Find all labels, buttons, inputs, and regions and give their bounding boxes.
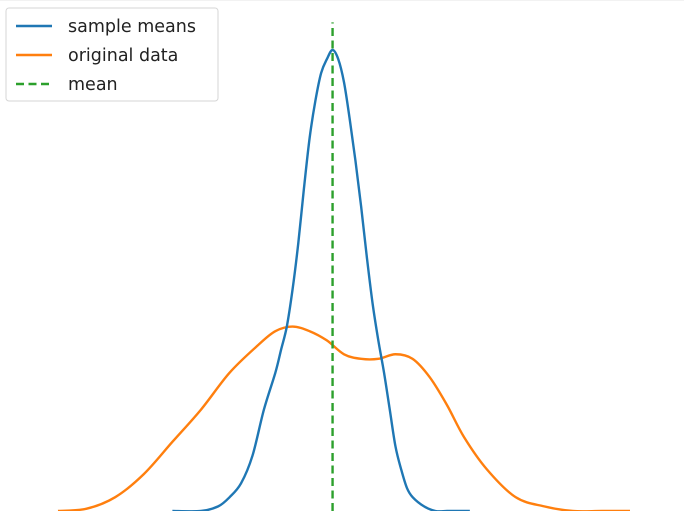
legend-label-sample-means: sample means — [68, 17, 196, 37]
series-original-data-line — [57, 325, 630, 511]
legend-item-sample-means: sample means — [16, 17, 196, 37]
legend-label-original-data: original data — [68, 46, 178, 66]
series-sample-means-line — [172, 48, 470, 511]
legend-frame — [5, 7, 219, 102]
legend-item-mean: mean — [16, 75, 118, 95]
legend: sample means original data mean — [5, 7, 219, 102]
legend-label-mean: mean — [68, 75, 118, 95]
legend-item-original-data: original data — [16, 46, 178, 66]
series-layer — [57, 22, 630, 511]
legend-items: sample means original data mean — [16, 17, 196, 95]
